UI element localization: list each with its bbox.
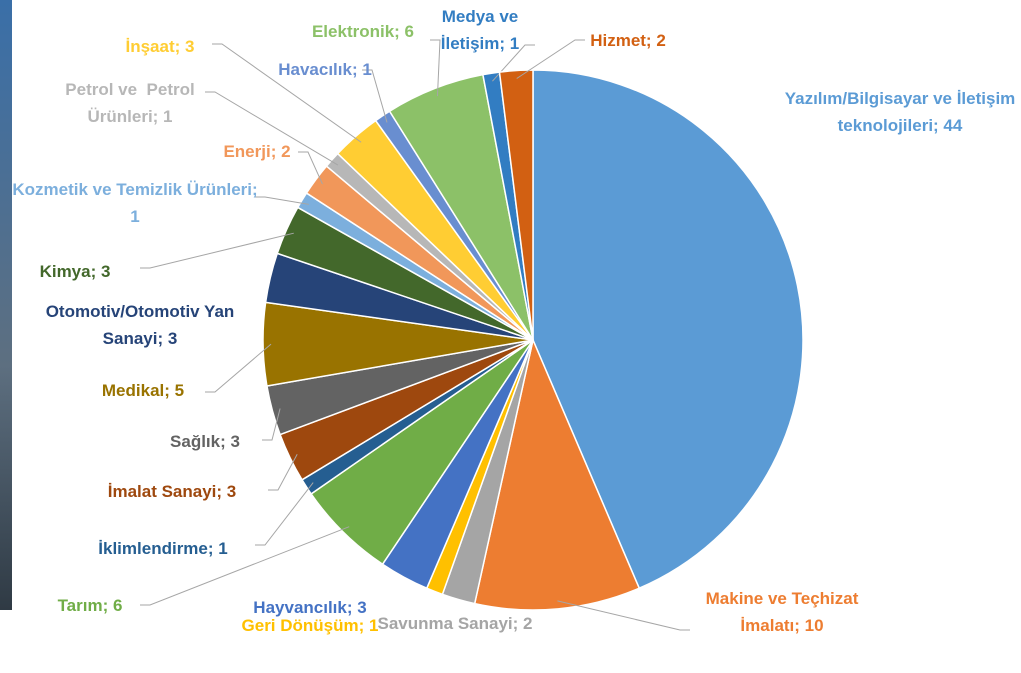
pie-slice <box>473 337 641 611</box>
leader-line <box>516 39 585 79</box>
pie-slice <box>498 69 534 341</box>
data-label: Medya ve İletişim; 1 <box>440 7 523 53</box>
data-label: Hayvancılık; 3 <box>253 598 367 617</box>
leader-line <box>262 408 281 441</box>
pie-slice <box>532 69 804 590</box>
leader-line <box>140 232 294 269</box>
data-label: Hizmet; 2 <box>590 31 666 50</box>
data-label: Sağlık; 3 <box>170 432 240 451</box>
data-label: İmalat Sanayi; 3 <box>107 482 237 501</box>
data-label: Elektronik; 6 <box>311 22 415 41</box>
leader-line <box>492 44 535 82</box>
data-label: Medikal; 5 <box>101 381 185 400</box>
data-label: Makine ve Teçhizat İmalatı; 10 <box>705 589 864 635</box>
leader-line <box>298 151 323 185</box>
leader-line <box>255 196 309 205</box>
data-label: Yazılım/Bilgisayar ve İletişim teknoloji… <box>784 89 1021 135</box>
leader-line <box>557 600 690 631</box>
data-label: Otomotiv/Otomotiv Yan Sanayi; 3 <box>45 302 240 348</box>
data-label: Tarım; 6 <box>57 596 123 615</box>
data-label: Enerji; 2 <box>223 142 291 161</box>
leader-line <box>362 69 388 123</box>
background-photo <box>0 0 12 610</box>
leader-line <box>205 91 339 166</box>
data-label: Kozmetik ve Temizlik Ürünleri; 1 <box>12 180 263 226</box>
data-label: Petrol ve Petrol Ürünleri; 1 <box>65 80 200 126</box>
leader-line <box>255 482 314 546</box>
data-label: Kimya; 3 <box>39 262 111 281</box>
leader-line <box>140 526 350 606</box>
data-label: Savunma Sanayi; 2 <box>377 614 533 633</box>
leader-line <box>212 43 362 143</box>
data-label: İnşaat; 3 <box>125 37 195 56</box>
leader-line <box>268 453 298 491</box>
leader-line <box>430 39 441 97</box>
data-label: Geri Dönüşüm; 1 <box>241 616 379 635</box>
data-label: İklimlendirme; 1 <box>98 539 228 558</box>
leader-line <box>205 343 272 393</box>
data-label: Havacılık; 1 <box>278 60 372 79</box>
